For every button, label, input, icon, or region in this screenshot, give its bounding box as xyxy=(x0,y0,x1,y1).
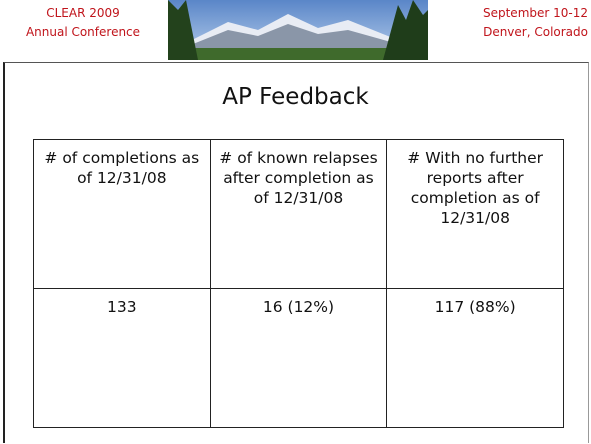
header-image xyxy=(168,0,428,60)
data-cell: 117 (88%) xyxy=(386,288,564,428)
header-row: # of completions as of 12/31/08 # of kno… xyxy=(33,139,564,289)
slide-frame xyxy=(3,62,589,443)
header-line: Denver, Colorado xyxy=(483,25,588,39)
header-line: CLEAR 2009 xyxy=(46,6,120,20)
feedback-table: # of completions as of 12/31/08 # of kno… xyxy=(33,139,564,428)
data-cell: 16 (12%) xyxy=(209,288,388,428)
data-row: 133 16 (12%) 117 (88%) xyxy=(33,288,564,428)
header-right: September 10-12 Denver, Colorado xyxy=(430,4,588,42)
header-cell: # of completions as of 12/31/08 xyxy=(33,139,211,289)
header-line: September 10-12 xyxy=(482,6,588,20)
header-cell: # With no further reports after completi… xyxy=(386,139,564,289)
header-cell: # of known relapses after completion as … xyxy=(209,139,388,289)
data-cell: 133 xyxy=(33,288,211,428)
header-line: Annual Conference xyxy=(25,25,141,39)
header-left: CLEAR 2009 Annual Conference xyxy=(8,4,158,42)
slide-title: AP Feedback xyxy=(222,84,369,110)
